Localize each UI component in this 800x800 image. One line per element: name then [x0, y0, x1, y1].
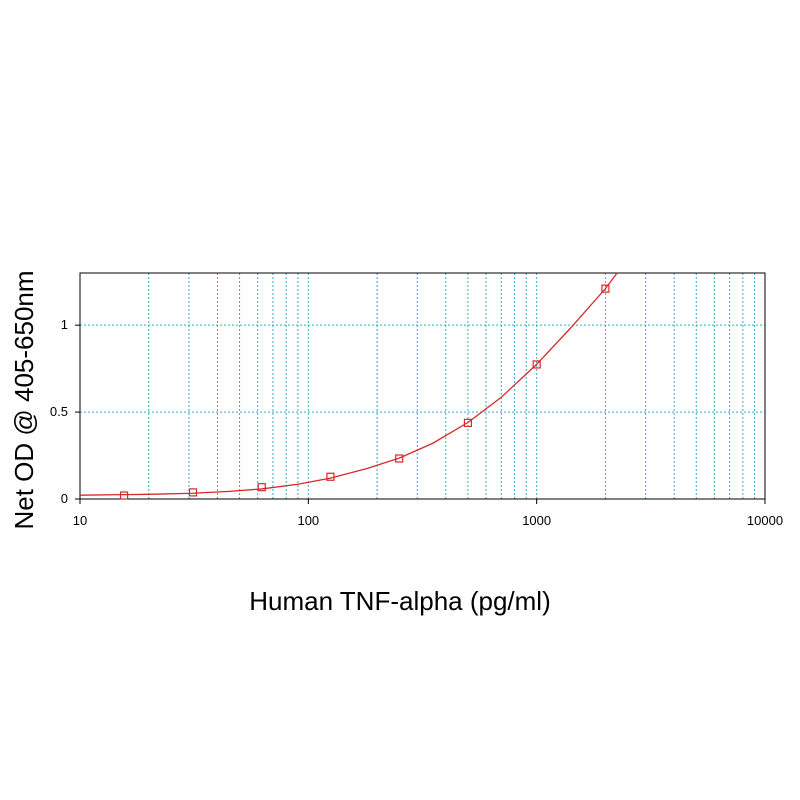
plot-frame [79, 272, 766, 500]
grid-lines [80, 273, 765, 499]
x-tick-label: 10 [73, 513, 87, 528]
y-axis-label: Net OD @ 405-650nm [9, 270, 39, 529]
data-point [326, 472, 335, 481]
data-point [188, 488, 198, 497]
x-tick-label: 10000 [747, 513, 783, 528]
data-point [257, 483, 266, 492]
x-axis-label: Human TNF-alpha (pg/ml) [249, 586, 551, 616]
y-tick-labels: 00.51 [50, 317, 80, 506]
data-point [395, 454, 404, 463]
data-point [532, 360, 541, 369]
data-point [601, 284, 610, 293]
y-tick-label: 0 [61, 491, 68, 506]
y-tick-label: 0.5 [50, 404, 68, 419]
x-tick-label: 100 [297, 513, 319, 528]
y-tick-label: 1 [61, 317, 68, 332]
fit-curve [79, 272, 618, 496]
x-tick-label: 1000 [522, 513, 551, 528]
data-point [463, 418, 473, 427]
x-tick-labels: 10 100 1000 10000 [73, 499, 783, 528]
data-series [79, 272, 618, 500]
data-point [119, 491, 129, 500]
